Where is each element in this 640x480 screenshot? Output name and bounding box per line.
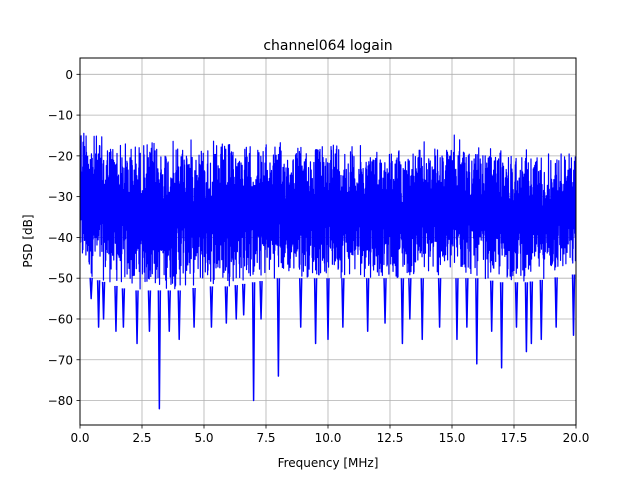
psd-notch: [135, 290, 139, 345]
psd-notch: [465, 278, 469, 328]
y-tick-label: 0: [65, 68, 73, 82]
psd-line: [80, 132, 576, 290]
y-tick-label: −50: [48, 272, 73, 286]
psd-notch: [234, 285, 238, 320]
psd-notch: [241, 283, 246, 316]
psd-notch: [408, 278, 412, 320]
psd-notch: [209, 286, 214, 328]
y-tick-label: −70: [48, 353, 73, 367]
x-tick-label: 5.0: [194, 431, 213, 445]
psd-notch: [121, 288, 126, 328]
x-tick-label: 7.5: [256, 431, 275, 445]
psd-notch: [400, 278, 405, 345]
psd-notch: [437, 278, 442, 328]
psd-notch: [554, 277, 558, 328]
x-axis-label: Frequency [MHz]: [278, 456, 379, 470]
psd-notch: [157, 290, 162, 410]
x-tick-label: 17.5: [501, 431, 528, 445]
psd-notch: [101, 281, 106, 320]
psd-notch: [167, 290, 172, 332]
psd-notch: [365, 278, 370, 332]
x-tick-label: 12.5: [377, 431, 404, 445]
psd-notch: [224, 286, 229, 324]
psd-notch: [489, 280, 494, 332]
psd-notch: [259, 281, 263, 320]
psd-notch: [276, 278, 281, 377]
y-tick-label: −30: [48, 190, 73, 204]
psd-notch: [192, 287, 196, 328]
psd-notch: [455, 278, 459, 341]
psd-notch: [514, 282, 519, 328]
psd-series: [80, 132, 576, 410]
psd-notch: [326, 278, 330, 341]
y-tick-label: −20: [48, 149, 73, 163]
psd-notch: [571, 274, 576, 337]
psd-notch: [499, 282, 504, 369]
psd-notch: [251, 282, 256, 402]
psd-notch: [298, 278, 303, 328]
x-tick-label: 10.0: [315, 431, 342, 445]
psd-notch: [96, 280, 101, 328]
y-tick-label: −80: [48, 394, 73, 408]
psd-notch: [529, 281, 534, 345]
y-axis-label: PSD [dB]: [21, 214, 35, 267]
x-tick-label: 2.5: [132, 431, 151, 445]
x-tick-label: 0.0: [70, 431, 89, 445]
y-tick-label: −10: [48, 109, 73, 123]
psd-notch: [475, 278, 479, 365]
psd-notch: [89, 277, 93, 300]
psd-notch: [313, 278, 318, 345]
psd-notch: [114, 285, 118, 332]
axis-ticks: 0.0 2.5 5.0 7.5 10.0 12.5 15.0 17.5 20.0 0 −10 −20 −…: [48, 68, 590, 445]
y-tick-label: −60: [48, 312, 73, 326]
psd-notch: [420, 278, 424, 341]
x-tick-label: 15.0: [439, 431, 466, 445]
psd-notch: [524, 282, 529, 353]
psd-notch: [383, 278, 387, 324]
x-tick-label: 20.0: [563, 431, 590, 445]
chart-title: channel064 logain: [263, 38, 392, 54]
psd-notch: [177, 290, 181, 341]
y-tick-label: −40: [48, 231, 73, 245]
psd-notch: [539, 279, 544, 341]
psd-notch: [147, 290, 152, 332]
psd-notch: [341, 278, 345, 328]
